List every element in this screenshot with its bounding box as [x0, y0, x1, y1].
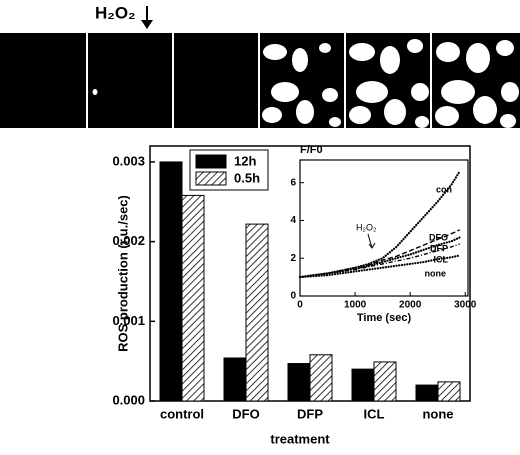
inset-title: F/F0	[300, 144, 323, 156]
series-label: none	[425, 268, 447, 278]
x-tick-label: control	[160, 406, 204, 421]
bar	[415, 384, 439, 402]
y-tick-label: 4	[290, 215, 296, 226]
bar	[223, 357, 247, 402]
y-tick-label: 0.002	[112, 233, 145, 248]
image-strip	[0, 33, 520, 128]
annotation: H₂O₂	[356, 222, 377, 232]
y-tick-label: 2	[290, 253, 296, 264]
bar	[245, 223, 269, 402]
bar	[181, 194, 205, 402]
x-tick-label: DFP	[297, 406, 323, 421]
bar	[309, 354, 333, 402]
x-tick-label: 0	[297, 300, 303, 311]
y-tick-label: 0.000	[112, 392, 145, 407]
series-label: ICL	[434, 254, 449, 264]
series-label: DFO	[429, 232, 448, 242]
y-tick-label: 0.001	[112, 313, 145, 328]
x-tick-label: 1000	[344, 300, 367, 311]
x-axis-title: Time (sec)	[357, 312, 412, 324]
series-line	[298, 254, 461, 279]
y-tick-label: 6	[290, 177, 296, 188]
x-tick-label: 3000	[454, 300, 477, 311]
legend-swatch	[195, 171, 227, 186]
series-label: con	[436, 184, 452, 194]
x-tick-label: ICL	[364, 406, 385, 421]
legend-label: 0.5h	[234, 170, 260, 185]
legend-swatch	[195, 154, 227, 169]
annotation-arrow	[367, 233, 376, 249]
legend-label: 12h	[234, 153, 256, 168]
y-tick-label: 0	[290, 291, 296, 302]
stimulus-label: H₂O₂	[95, 3, 136, 22]
series-line	[299, 229, 461, 278]
y-axis-title: ROS production (r.u./sec)	[115, 195, 130, 352]
bar	[159, 161, 183, 402]
series-label: DFP	[430, 243, 448, 253]
x-tick-label: DFO	[232, 406, 259, 421]
bar	[287, 363, 311, 402]
bar	[437, 381, 461, 402]
x-tick-label: none	[422, 406, 453, 421]
x-axis-title: treatment	[270, 431, 330, 446]
x-tick-label: 2000	[399, 300, 422, 311]
bar	[373, 361, 397, 402]
stimulus-arrow	[141, 6, 153, 29]
series-line	[299, 243, 460, 278]
bar	[351, 368, 375, 402]
y-tick-label: 0.003	[112, 153, 145, 168]
